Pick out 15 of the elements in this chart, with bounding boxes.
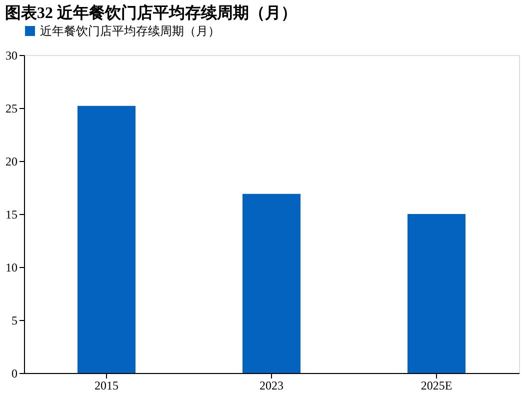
- y-tick-label: 10: [6, 260, 18, 274]
- y-tick-label: 0: [12, 366, 18, 380]
- legend-label: 近年餐饮门店平均存续周期（月）: [40, 24, 220, 38]
- chart-title: 图表32 近年餐饮门店平均存续周期（月）: [5, 3, 297, 22]
- x-tick-label: 2023: [260, 378, 284, 392]
- y-tick-label: 5: [12, 314, 18, 328]
- y-tick-label: 25: [6, 102, 18, 116]
- y-tick-label: 20: [6, 154, 18, 168]
- y-tick-label: 15: [6, 208, 18, 222]
- y-tick-label: 30: [6, 48, 18, 62]
- bar: [242, 194, 300, 373]
- x-tick-label: 2015: [94, 378, 118, 392]
- bar: [78, 106, 136, 373]
- x-tick-label: 2025E: [420, 378, 452, 392]
- bar: [408, 214, 466, 373]
